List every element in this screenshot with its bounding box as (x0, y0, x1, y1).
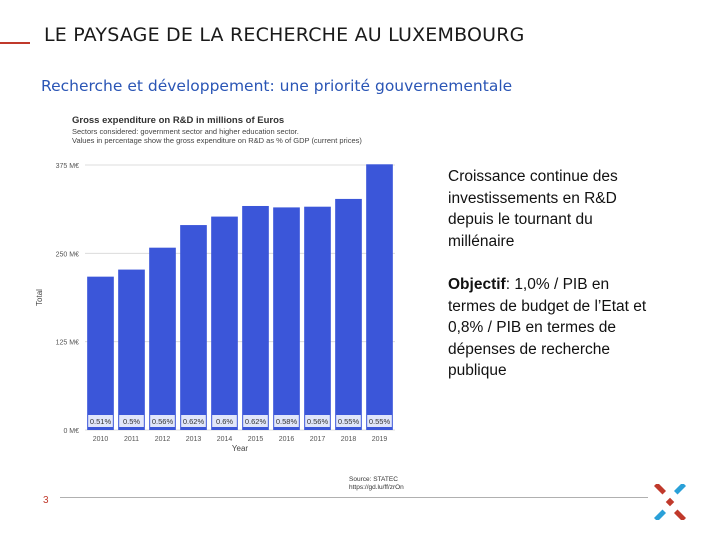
chart-subtitle-line: Values in percentage show the gross expe… (72, 136, 362, 145)
bar-label-box (305, 415, 330, 427)
chart-title: Gross expenditure on R&D in millions of … (72, 115, 285, 126)
bar-2011 (118, 269, 145, 430)
bar-label-box (88, 415, 113, 427)
x-tick-label: 2016 (279, 436, 295, 443)
x-tick-label: 2018 (341, 436, 357, 443)
x-tick-label: 2019 (372, 436, 388, 443)
page-number: 3 (43, 495, 49, 506)
bar-2012 (149, 247, 176, 430)
bar-label-box (212, 415, 237, 427)
objective-text: : 1,0% / PIB en termes de budget de l’Et… (448, 276, 647, 379)
bar-2010 (87, 276, 114, 430)
growth-paragraph: Croissance continue des investissements … (448, 168, 618, 250)
x-tick-label: 2012 (155, 436, 171, 443)
x-tick-label: 2013 (186, 436, 202, 443)
bar-2019 (366, 164, 393, 430)
bar-2015 (242, 205, 269, 430)
y-axis-label: Total (35, 289, 44, 306)
x-tick-label: 2015 (248, 436, 264, 443)
y-tick-label: 375 M€ (56, 163, 79, 170)
slide-title: LE PAYSAGE DE LA RECHERCHE AU LUXEMBOURG (44, 24, 525, 46)
x-tick-label: 2011 (124, 436, 139, 443)
slide-text: Croissance continue des investissements … (448, 166, 648, 404)
bar-label: 0.58% (276, 417, 298, 426)
y-tick-label: 250 M€ (56, 251, 79, 258)
x-tick-label: 2017 (310, 436, 326, 443)
y-tick-label: 0 M€ (63, 428, 79, 435)
chart-subtitle: Sectors considered: government sector an… (72, 127, 362, 145)
bar-label-box (367, 415, 392, 427)
title-accent-bar (0, 42, 30, 44)
bar-label-box (274, 415, 299, 427)
bar-label: 0.62% (183, 417, 205, 426)
bar-label-box (119, 415, 144, 427)
bar-label: 0.55% (338, 417, 360, 426)
bar-label: 0.56% (152, 417, 174, 426)
bar-2018 (335, 198, 362, 430)
bar-label-box (181, 415, 206, 427)
source-line: Source: STATEC (349, 476, 398, 483)
bar-label: 0.56% (307, 417, 329, 426)
bar-2016 (273, 207, 300, 430)
bar-2014 (211, 216, 238, 430)
bar-label-box (336, 415, 361, 427)
bar-label-box (243, 415, 268, 427)
luxembourg-cross-logo-icon (653, 484, 687, 520)
bar-2017 (304, 206, 331, 430)
bar-label: 0.62% (245, 417, 267, 426)
x-axis-label: Year (232, 444, 249, 453)
y-tick-label: 125 M€ (56, 340, 79, 347)
bar-label: 0.5% (123, 417, 140, 426)
bar-2013 (180, 225, 207, 430)
bar-label: 0.51% (90, 417, 112, 426)
source-url: https://gd.lu/ff/zrOn (349, 484, 404, 491)
chart-subtitle-line: Sectors considered: government sector an… (72, 127, 299, 136)
bar-label-box (150, 415, 175, 427)
chart-source: Source: STATEC https://gd.lu/ff/zrOn (349, 476, 409, 492)
bar-label: 0.6% (216, 417, 233, 426)
objective-paragraph: Objectif: 1,0% / PIB en termes de budget… (448, 274, 648, 382)
footer-divider (60, 497, 648, 498)
slide-subtitle: Recherche et développement: une priorité… (41, 77, 513, 95)
bar-chart: 0 M€ 125 M€ 250 M€ 375 M€ Total 0.51% 2010 0.5%… (35, 163, 395, 453)
x-tick-label: 2010 (93, 436, 109, 443)
x-tick-label: 2014 (217, 436, 233, 443)
bar-label: 0.55% (369, 417, 391, 426)
objective-label: Objectif (448, 276, 506, 293)
